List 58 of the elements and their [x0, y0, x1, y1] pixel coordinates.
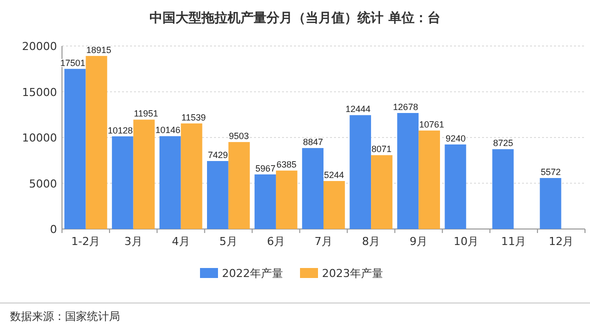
- data-label: 5967: [255, 163, 276, 174]
- y-tick-label: 5000: [29, 177, 57, 190]
- data-label: 5572: [540, 167, 561, 178]
- bar: [228, 142, 250, 229]
- data-label: 18915: [86, 44, 112, 55]
- x-tick-label: 11月: [501, 235, 526, 248]
- y-tick-label: 20000: [22, 40, 57, 53]
- data-label: 10146: [155, 125, 180, 136]
- x-tick-label: 10月: [454, 235, 479, 248]
- bar: [492, 149, 514, 229]
- x-tick-label: 5月: [219, 235, 238, 248]
- data-label: 5244: [324, 170, 344, 180]
- x-tick-label: 9月: [410, 235, 428, 248]
- bar: [207, 161, 228, 229]
- bar: [112, 136, 134, 229]
- bar: [418, 130, 440, 229]
- data-label: 12444: [346, 104, 371, 114]
- bar: [324, 181, 345, 229]
- legend-label: 2022年产量: [222, 267, 283, 280]
- bar: [444, 144, 466, 229]
- y-tick-label: 0: [50, 223, 57, 236]
- source-note: 数据来源：国家统计局: [10, 310, 120, 323]
- bar: [540, 178, 562, 229]
- data-label: 6385: [276, 160, 296, 170]
- data-label: 12678: [393, 102, 418, 112]
- x-tick-label: 12月: [548, 235, 574, 248]
- data-label: 8847: [302, 137, 323, 148]
- bar: [302, 148, 324, 229]
- data-label: 11951: [134, 108, 158, 119]
- data-label: 8725: [493, 138, 514, 148]
- data-label: 9503: [228, 131, 249, 142]
- data-label: 11539: [181, 112, 206, 122]
- bar: [276, 170, 298, 229]
- data-label: 17501: [60, 58, 86, 68]
- bar: [350, 115, 372, 229]
- chart-title: 中国大型拖拉机产量分月（当月值）统计 单位：台: [150, 10, 440, 26]
- x-tick-label: 3月: [124, 235, 142, 248]
- data-label: 7429: [208, 150, 228, 160]
- legend-label: 2023年产量: [322, 267, 383, 280]
- bar: [86, 56, 108, 229]
- data-label: 9240: [446, 133, 466, 144]
- bar: [180, 123, 202, 229]
- x-tick-label: 6月: [266, 235, 285, 248]
- x-tick-label: 7月: [314, 235, 332, 248]
- y-tick-label: 15000: [22, 86, 57, 99]
- x-tick-label: 8月: [362, 235, 380, 248]
- x-tick-label: 4月: [172, 235, 190, 248]
- x-tick-label: 1-2月: [71, 235, 100, 248]
- bar: [254, 174, 276, 229]
- data-label: 8071: [372, 144, 392, 154]
- y-tick-label: 10000: [22, 132, 57, 144]
- data-label: 10128: [108, 125, 133, 136]
- bar: [371, 155, 392, 229]
- bar: [159, 136, 181, 229]
- data-label: 10761: [419, 120, 444, 130]
- bar: [133, 120, 155, 229]
- bar: [64, 68, 86, 229]
- bar: [397, 112, 419, 229]
